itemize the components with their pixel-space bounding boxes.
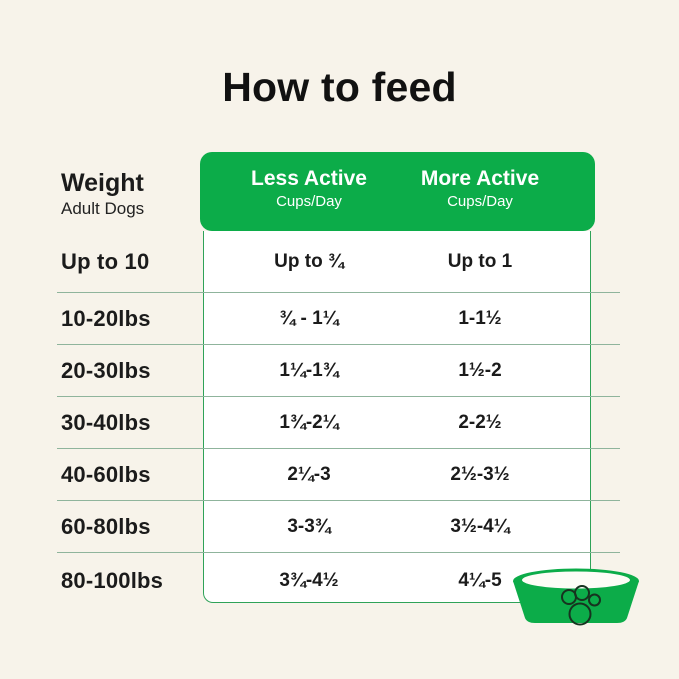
table-row: 20-30lbs 1¼-1¾ 1½-2 <box>57 345 620 397</box>
more-active-units: Cups/Day <box>447 193 513 210</box>
dog-bowl-icon <box>513 568 639 626</box>
less-active-cell: Up to ¾ <box>274 250 344 272</box>
weight-sublabel: Adult Dogs <box>61 199 145 218</box>
page-title: How to feed <box>222 64 457 110</box>
table-row: 10-20lbs ¾ - 1¼ 1-1½ <box>57 293 620 345</box>
more-active-cell: 4¼-5 <box>458 569 502 591</box>
table-row: 80-100lbs 3¾-4½ 4¼-5 <box>57 553 620 608</box>
activity-columns-header: Less Active Cups/Day More Active Cups/Da… <box>200 152 595 231</box>
paw-print-icon <box>561 585 601 626</box>
more-active-cell: 1½-2 <box>458 359 502 381</box>
less-active-cell: 2¼-3 <box>287 463 331 485</box>
less-active-cell: 3¾-4½ <box>279 569 339 591</box>
weight-label: Weight <box>61 169 144 197</box>
less-active-label: Less Active <box>251 167 367 190</box>
weight-cell: 20-30lbs <box>61 357 151 383</box>
more-active-cell: 2-2½ <box>458 411 502 433</box>
more-active-cell: Up to 1 <box>447 250 513 272</box>
less-active-cell: ¾ - 1¼ <box>279 307 339 329</box>
more-active-column-header: More Active Cups/Day <box>386 167 574 211</box>
less-active-column-header: Less Active Cups/Day <box>200 167 418 211</box>
more-active-cell: 3½-4¼ <box>450 515 510 537</box>
weight-cell: 40-60lbs <box>61 461 151 487</box>
weight-cell: 60-80lbs <box>61 513 151 539</box>
table-row: 30-40lbs 1¾-2¼ 2-2½ <box>57 397 620 449</box>
less-active-units: Cups/Day <box>276 193 342 210</box>
weight-cell: 80-100lbs <box>61 567 164 593</box>
table-row: 60-80lbs 3-3¾ 3½-4¼ <box>57 501 620 553</box>
weight-cell: 10-20lbs <box>61 305 151 331</box>
more-active-cell: 2½-3½ <box>450 463 510 485</box>
less-active-cell: 1¼-1¾ <box>279 359 339 381</box>
table-row: Up to 10 Up to ¾ Up to 1 <box>57 231 620 293</box>
more-active-label: More Active <box>420 167 540 190</box>
weight-cell: 30-40lbs <box>61 409 151 435</box>
table-panel <box>203 231 591 603</box>
more-active-cell: 1-1½ <box>458 307 502 329</box>
less-active-cell: 1¾-2¼ <box>279 411 339 433</box>
feeding-table: Up to 10 Up to ¾ Up to 1 10-20lbs ¾ - 1¼… <box>57 231 620 608</box>
less-active-cell: 3-3¾ <box>287 515 331 537</box>
table-row: 40-60lbs 2¼-3 2½-3½ <box>57 449 620 501</box>
weight-column-header: Weight Adult Dogs <box>61 170 144 219</box>
weight-cell: Up to 10 <box>61 248 150 274</box>
